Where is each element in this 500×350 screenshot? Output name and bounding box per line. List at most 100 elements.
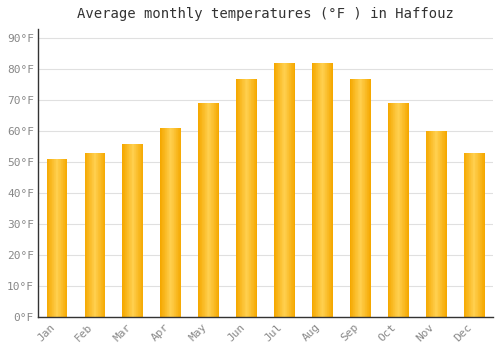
Bar bbox=[58, 159, 59, 317]
Bar bbox=[254, 79, 255, 317]
Bar bbox=[61, 159, 62, 317]
Bar bbox=[475, 153, 476, 317]
Bar bbox=[277, 63, 278, 317]
Bar bbox=[161, 128, 162, 317]
Bar bbox=[388, 104, 389, 317]
Bar bbox=[465, 153, 466, 317]
Bar bbox=[251, 79, 252, 317]
Bar bbox=[201, 104, 202, 317]
Bar bbox=[179, 128, 180, 317]
Bar bbox=[246, 79, 248, 317]
Bar bbox=[323, 63, 324, 317]
Bar bbox=[317, 63, 318, 317]
Bar bbox=[350, 79, 352, 317]
Bar bbox=[318, 63, 319, 317]
Bar bbox=[428, 131, 429, 317]
Bar bbox=[203, 104, 204, 317]
Bar bbox=[99, 153, 100, 317]
Bar bbox=[394, 104, 395, 317]
Bar bbox=[286, 63, 288, 317]
Bar bbox=[56, 159, 57, 317]
Bar bbox=[215, 104, 216, 317]
Bar bbox=[163, 128, 164, 317]
Bar bbox=[51, 159, 52, 317]
Bar bbox=[205, 104, 206, 317]
Bar bbox=[365, 79, 366, 317]
Bar bbox=[366, 79, 368, 317]
Bar bbox=[53, 159, 54, 317]
Bar bbox=[245, 79, 246, 317]
Bar bbox=[176, 128, 177, 317]
Bar bbox=[401, 104, 402, 317]
Bar bbox=[168, 128, 170, 317]
Bar bbox=[395, 104, 396, 317]
Bar bbox=[208, 104, 210, 317]
Bar bbox=[284, 63, 285, 317]
Bar bbox=[66, 159, 67, 317]
Bar bbox=[173, 128, 174, 317]
Bar bbox=[211, 104, 212, 317]
Bar bbox=[96, 153, 97, 317]
Bar bbox=[404, 104, 405, 317]
Bar bbox=[442, 131, 443, 317]
Bar bbox=[136, 144, 137, 317]
Bar bbox=[432, 131, 434, 317]
Bar bbox=[476, 153, 477, 317]
Bar bbox=[95, 153, 96, 317]
Bar bbox=[282, 63, 283, 317]
Bar bbox=[437, 131, 438, 317]
Bar bbox=[361, 79, 362, 317]
Bar bbox=[292, 63, 293, 317]
Bar bbox=[435, 131, 436, 317]
Bar bbox=[212, 104, 213, 317]
Bar bbox=[88, 153, 90, 317]
Bar bbox=[100, 153, 101, 317]
Bar bbox=[172, 128, 173, 317]
Bar bbox=[275, 63, 276, 317]
Bar bbox=[131, 144, 132, 317]
Bar bbox=[124, 144, 125, 317]
Bar bbox=[214, 104, 215, 317]
Bar bbox=[57, 159, 58, 317]
Bar bbox=[464, 153, 465, 317]
Bar bbox=[472, 153, 474, 317]
Bar bbox=[356, 79, 357, 317]
Bar bbox=[218, 104, 219, 317]
Bar bbox=[280, 63, 281, 317]
Bar bbox=[320, 63, 321, 317]
Bar bbox=[200, 104, 201, 317]
Bar bbox=[90, 153, 91, 317]
Bar bbox=[479, 153, 480, 317]
Bar bbox=[237, 79, 238, 317]
Bar bbox=[170, 128, 171, 317]
Bar bbox=[50, 159, 51, 317]
Bar bbox=[390, 104, 392, 317]
Bar bbox=[256, 79, 257, 317]
Bar bbox=[426, 131, 427, 317]
Bar bbox=[469, 153, 470, 317]
Bar bbox=[67, 159, 68, 317]
Bar bbox=[213, 104, 214, 317]
Bar bbox=[444, 131, 445, 317]
Bar bbox=[126, 144, 128, 317]
Bar bbox=[91, 153, 92, 317]
Bar bbox=[434, 131, 435, 317]
Bar bbox=[355, 79, 356, 317]
Bar bbox=[86, 153, 88, 317]
Bar bbox=[216, 104, 217, 317]
Bar bbox=[405, 104, 406, 317]
Bar bbox=[122, 144, 123, 317]
Bar bbox=[199, 104, 200, 317]
Bar bbox=[202, 104, 203, 317]
Bar bbox=[359, 79, 360, 317]
Title: Average monthly temperatures (°F ) in Haffouz: Average monthly temperatures (°F ) in Ha… bbox=[77, 7, 454, 21]
Bar bbox=[125, 144, 126, 317]
Bar bbox=[364, 79, 365, 317]
Bar bbox=[312, 63, 314, 317]
Bar bbox=[101, 153, 102, 317]
Bar bbox=[482, 153, 483, 317]
Bar bbox=[278, 63, 279, 317]
Bar bbox=[466, 153, 467, 317]
Bar bbox=[276, 63, 277, 317]
Bar bbox=[255, 79, 256, 317]
